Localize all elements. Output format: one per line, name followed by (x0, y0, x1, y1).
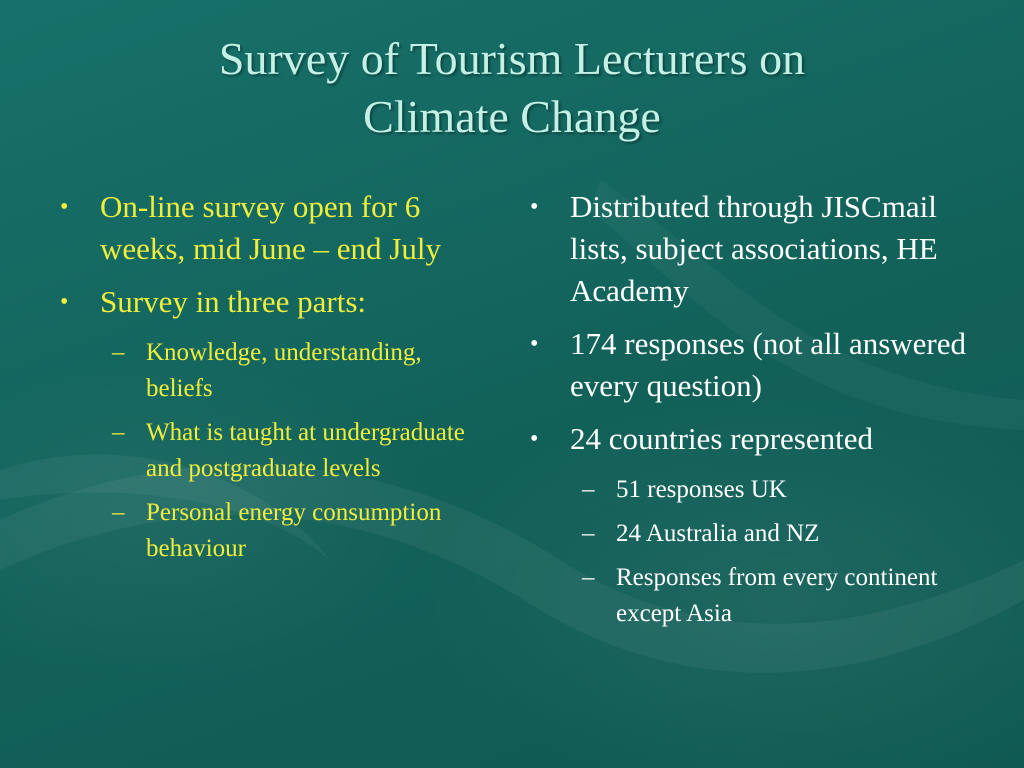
dash-marker: – (582, 476, 595, 503)
sub-item-text: 24 Australia and NZ (616, 520, 820, 547)
countries-sublist: – 51 responses UK – 24 Australia and NZ … (570, 472, 970, 632)
right-column-list: • Distributed through JISCmail lists, su… (530, 186, 970, 643)
slide-title-line-1: Survey of Tourism Lecturers on (218, 33, 806, 84)
sub-item-energy: – Personal energy consumption behaviour (100, 495, 485, 567)
sub-item-text: Responses from every continent except As… (616, 564, 938, 627)
left-bullet-survey-duration: • On-line survey open for 6 weeks, mid J… (60, 186, 485, 270)
bullet-marker: • (530, 331, 539, 357)
right-bullet-distribution: • Distributed through JISCmail lists, su… (530, 186, 970, 312)
sub-item-text: Knowledge, understanding, beliefs (146, 339, 422, 402)
bullet-marker: • (60, 194, 69, 220)
dash-marker: – (582, 564, 595, 591)
sub-item-text: What is taught at undergraduate and post… (146, 419, 465, 482)
slide-title-line-2: Climate Change (363, 91, 661, 142)
dash-marker: – (112, 419, 125, 446)
left-column-list: • On-line survey open for 6 weeks, mid J… (60, 186, 485, 578)
sub-item-text: 51 responses UK (616, 476, 787, 503)
sub-item-continents: – Responses from every continent except … (570, 560, 970, 632)
left-bullet-survey-parts: • Survey in three parts: – Knowledge, un… (60, 281, 485, 567)
dash-marker: – (112, 499, 125, 526)
slide-title: Survey of Tourism Lecturers on Climate C… (40, 30, 984, 146)
sub-item-teaching: – What is taught at undergraduate and po… (100, 415, 485, 487)
right-bullet-responses: • 174 responses (not all answered every … (530, 323, 970, 407)
sub-item-text: Personal energy consumption behaviour (146, 499, 442, 562)
dash-marker: – (112, 339, 125, 366)
dash-marker: – (582, 520, 595, 547)
bullet-marker: • (530, 194, 539, 220)
left-bullet-1-text: On-line survey open for 6 weeks, mid Jun… (100, 189, 441, 266)
left-bullet-2-text: Survey in three parts: (100, 284, 367, 319)
bullet-marker: • (530, 426, 539, 452)
sub-item-uk: – 51 responses UK (570, 472, 970, 508)
sub-item-australia-nz: – 24 Australia and NZ (570, 516, 970, 552)
bullet-marker: • (60, 289, 69, 315)
right-bullet-2-text: 174 responses (not all answered every qu… (570, 326, 967, 403)
right-bullet-1-text: Distributed through JISCmail lists, subj… (570, 189, 938, 308)
right-bullet-countries: • 24 countries represented – 51 response… (530, 418, 970, 632)
right-bullet-3-text: 24 countries represented (570, 421, 873, 456)
survey-parts-sublist: – Knowledge, understanding, beliefs – Wh… (100, 335, 485, 567)
sub-item-knowledge: – Knowledge, understanding, beliefs (100, 335, 485, 407)
